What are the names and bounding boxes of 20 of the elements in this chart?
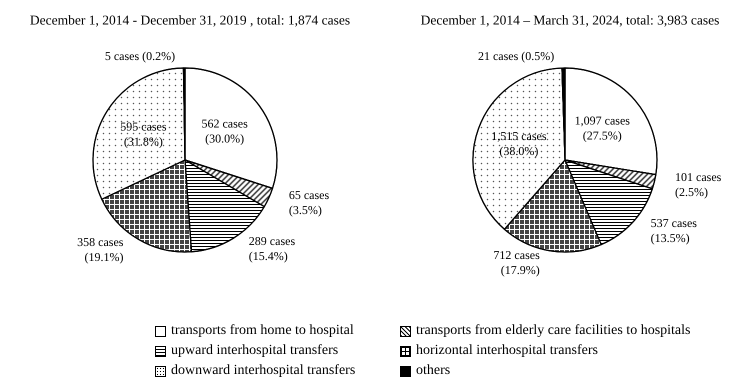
legend-label: transports from home to hospital	[171, 323, 354, 339]
legend-label: horizontal interhospital transfers	[416, 343, 598, 359]
chart-title: December 1, 2014 – March 31, 2024, total: 3,983 cases	[420, 12, 720, 28]
legend-label: transports from elderly care facilities to hospitals	[416, 323, 690, 339]
data-label: 21 cases (0.5%)	[478, 49, 554, 64]
data-label: 65 cases (3.5%)	[288, 188, 330, 218]
legend-label: others	[416, 363, 450, 379]
data-label: 5 cases (0.2%)	[104, 49, 176, 64]
data-label: 289 cases (15.4%)	[248, 234, 296, 263]
legend-label: upward interhospital transfers	[171, 343, 338, 359]
data-label: 358 cases (19.1%)	[77, 235, 124, 264]
data-label: 1,097 cases (27.5%)	[574, 114, 630, 143]
legend-label: downward interhospital transfers	[171, 363, 356, 379]
data-label: 562 cases (30.0%)	[201, 116, 248, 146]
data-label: 1,515 cases (38.0%)	[491, 129, 547, 158]
data-label: 712 cases (17.9%)	[493, 248, 540, 278]
data-label: 595 cases (31.8%)	[120, 120, 167, 149]
data-label: 101 cases (2.5%)	[675, 170, 722, 200]
chart-title: December 1, 2014 - December 31, 2019 , total: 1,874 cases	[30, 12, 350, 28]
data-label: 537 cases (13.5%)	[650, 216, 698, 245]
